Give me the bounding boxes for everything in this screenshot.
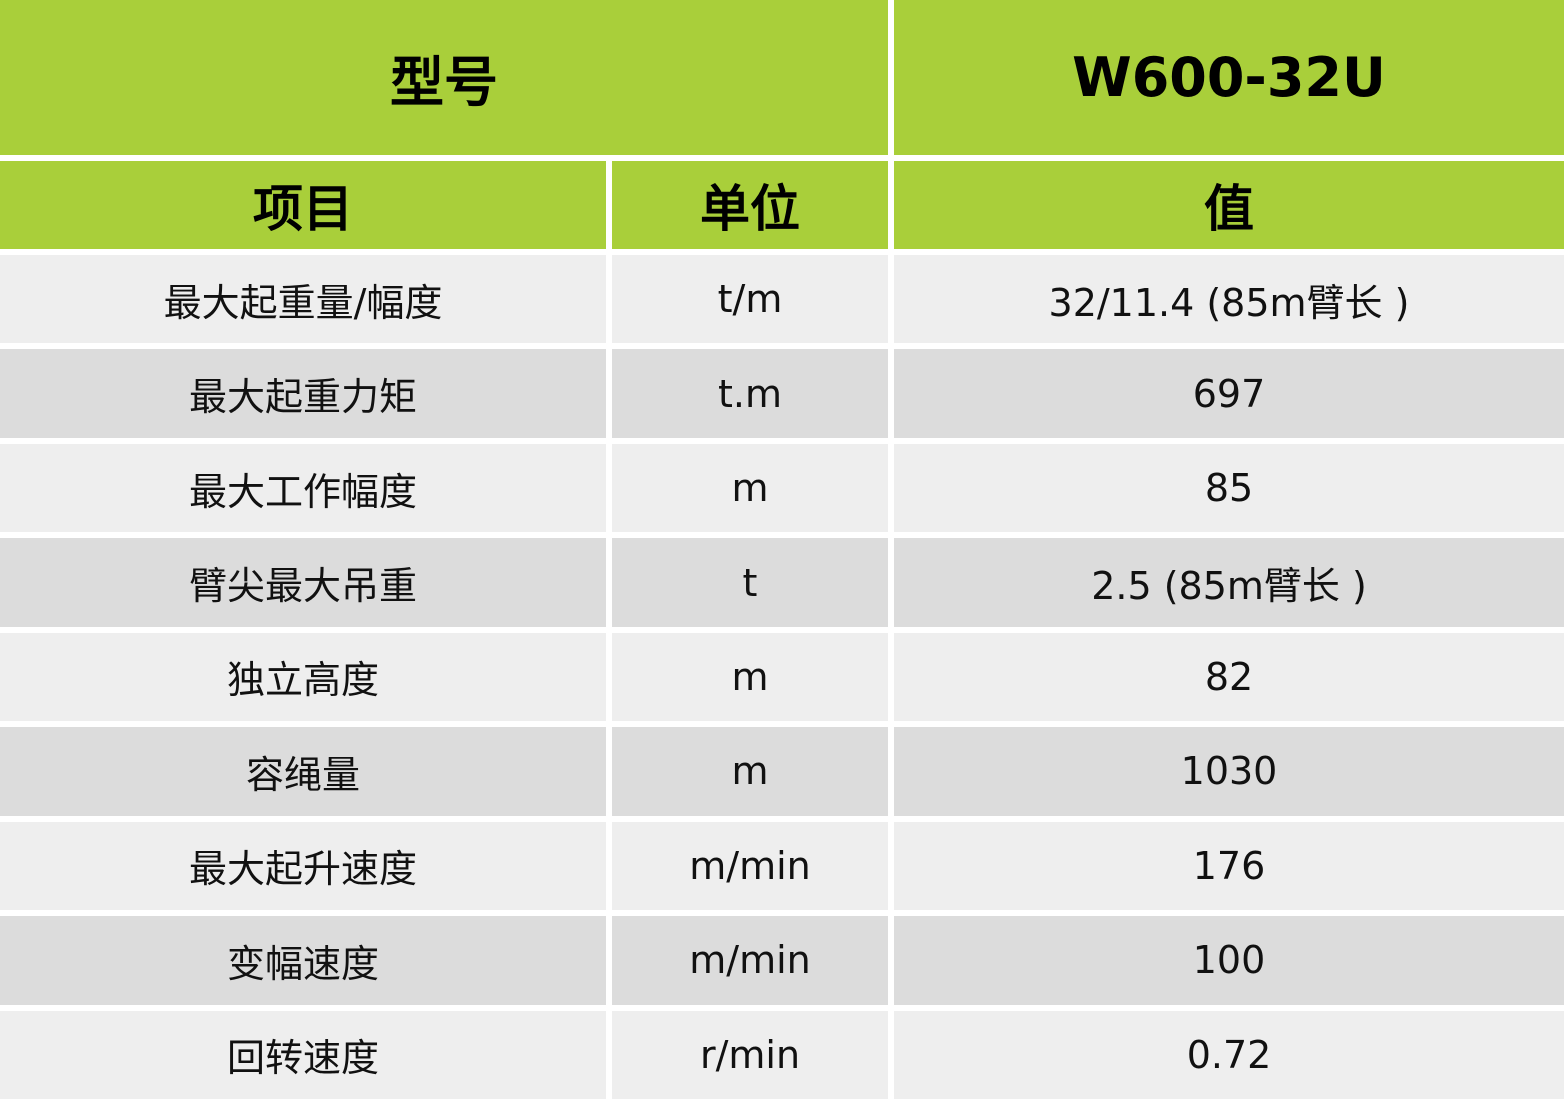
model-value: W600-32U <box>894 0 1564 155</box>
table-cell-value: 2.5 (85m臂长 ) <box>894 538 1564 627</box>
table-cell-item: 最大工作幅度 <box>0 443 606 533</box>
table-cell-value: 85 <box>894 443 1564 533</box>
table-cell-value: 697 <box>894 349 1564 438</box>
table-cell-value: 0.72 <box>894 1010 1564 1099</box>
table-cell-item: 容绳量 <box>0 727 606 816</box>
table-cell-unit: t.m <box>612 349 888 438</box>
table-cell-item: 最大起升速度 <box>0 821 606 911</box>
table-cell-item: 最大起重力矩 <box>0 349 606 438</box>
column-header-value: 值 <box>894 161 1564 249</box>
table-cell-value: 32/11.4 (85m臂长 ) <box>894 255 1564 344</box>
table-cell-value: 82 <box>894 632 1564 722</box>
column-header-unit: 单位 <box>612 161 888 249</box>
table-cell-unit: m <box>612 443 888 533</box>
table-cell-item: 臂尖最大吊重 <box>0 538 606 627</box>
table-cell-unit: t/m <box>612 255 888 344</box>
table-cell-value: 100 <box>894 916 1564 1005</box>
table-cell-unit: m/min <box>612 821 888 911</box>
table-cell-unit: r/min <box>612 1010 888 1099</box>
table-cell-item: 回转速度 <box>0 1010 606 1099</box>
column-header-item: 项目 <box>0 161 606 249</box>
table-cell-value: 1030 <box>894 727 1564 816</box>
table-cell-unit: t <box>612 538 888 627</box>
table-cell-item: 变幅速度 <box>0 916 606 1005</box>
table-cell-item: 最大起重量/幅度 <box>0 255 606 344</box>
table-cell-unit: m <box>612 727 888 816</box>
table-cell-value: 176 <box>894 821 1564 911</box>
model-label: 型号 <box>0 0 888 155</box>
table-cell-unit: m/min <box>612 916 888 1005</box>
table-cell-unit: m <box>612 632 888 722</box>
table-cell-item: 独立高度 <box>0 632 606 722</box>
